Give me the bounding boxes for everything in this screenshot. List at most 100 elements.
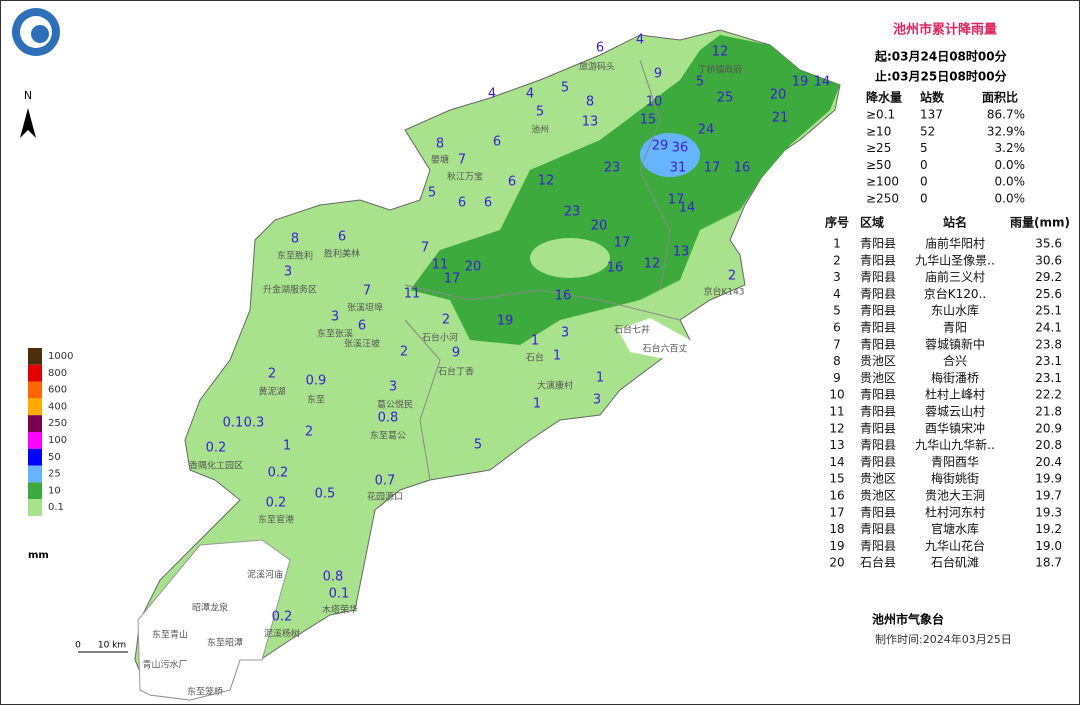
legend-swatch xyxy=(28,448,42,466)
station-value: 0.1 xyxy=(329,587,350,602)
stats-cell: 0 xyxy=(920,175,928,189)
ranking-cell: 九华山九华新.. xyxy=(915,437,995,452)
ranking-cell: 18.7 xyxy=(1035,556,1062,570)
station-value: 16 xyxy=(734,161,751,176)
station-value: 16 xyxy=(555,289,572,304)
ranking-cell: 青阳县 xyxy=(860,405,896,419)
ranking-cell: 3 xyxy=(833,270,841,284)
stats-cell: 0 xyxy=(920,158,928,172)
stats-header: 降水量 xyxy=(866,90,902,105)
station-value: 13 xyxy=(673,245,690,260)
station-value: 4 xyxy=(636,33,644,48)
legend-swatch xyxy=(28,482,42,500)
ranking-cell: 20.4 xyxy=(1035,455,1062,469)
ranking-cell: 青阳县 xyxy=(860,237,896,251)
station-value: 19 xyxy=(497,314,514,329)
ranking-cell: 酉华镇宋冲 xyxy=(925,420,985,435)
place-name: 昭潭龙泉 xyxy=(192,602,228,614)
stats-cell: 0.0% xyxy=(995,158,1026,172)
stats-cell: ≥100 xyxy=(866,175,899,189)
ranking-cell: 19.9 xyxy=(1035,472,1062,486)
legend-swatch xyxy=(28,432,42,449)
station-value: 25 xyxy=(717,91,734,106)
legend-swatch xyxy=(28,465,42,483)
rain-25-area xyxy=(640,133,700,177)
station-value: 36 xyxy=(672,141,689,156)
station-value: 1 xyxy=(531,334,539,349)
station-value: 0.7 xyxy=(375,474,396,489)
place-name: 泥溪杨树 xyxy=(264,628,300,640)
station-value: 3 xyxy=(593,393,601,408)
place-name: 张溪汪坡 xyxy=(344,338,380,350)
station-value: 0.8 xyxy=(323,570,344,585)
place-name: 东至 xyxy=(307,394,325,406)
legend-label: 600 xyxy=(48,385,67,396)
ranking-cell: 15 xyxy=(829,472,844,486)
ranking-header: 序号 xyxy=(825,215,849,230)
legend-label: 250 xyxy=(48,418,67,429)
legend-label: 1000 xyxy=(48,351,73,362)
dry-patch xyxy=(618,318,690,360)
place-name: 旅游码头 xyxy=(579,61,615,73)
start-time: 起:03月24日08时00分 xyxy=(874,49,1007,64)
station-value: 5 xyxy=(696,75,704,90)
place-name: 东至官港 xyxy=(258,514,294,526)
station-value: 19 xyxy=(792,75,809,90)
scale-zero: 0 xyxy=(75,641,81,651)
ranking-cell: 杜村河东村 xyxy=(925,504,985,519)
stats-cell: 86.7% xyxy=(987,108,1025,122)
scale-label: 10 km xyxy=(98,641,126,651)
stats-cell: 3.2% xyxy=(995,141,1026,155)
ranking-cell: 官塘水库 xyxy=(931,521,979,536)
station-value: 14 xyxy=(814,75,831,90)
station-value: 6 xyxy=(458,196,466,211)
footer-org: 池州市气象台 xyxy=(872,612,944,627)
legend-swatch xyxy=(28,499,42,516)
station-value: 14 xyxy=(679,201,696,216)
stats-cell: 32.9% xyxy=(987,124,1025,138)
county-lines xyxy=(404,59,681,481)
place-name: 池州 xyxy=(531,124,549,136)
ranking-cell: 合兴 xyxy=(943,353,967,368)
stats-cell: 5 xyxy=(920,141,928,155)
station-value: 15 xyxy=(640,113,657,128)
panel-title: 池州市累计降雨量 xyxy=(893,22,997,38)
ranking-cell: 梅街姚街 xyxy=(931,471,979,486)
station-value: 0.2 xyxy=(206,441,227,456)
station-value: 9 xyxy=(452,346,460,361)
station-value: 3 xyxy=(389,380,397,395)
ranking-cell: 青阳县 xyxy=(860,539,896,553)
ranking-cell: 24.1 xyxy=(1035,321,1062,335)
station-value: 0.3 xyxy=(244,416,265,431)
ranking-cell: 20 xyxy=(829,556,844,570)
ranking-cell: 7 xyxy=(833,337,841,351)
place-name: 木塔荣华 xyxy=(322,604,358,616)
station-value: 1 xyxy=(533,397,541,412)
station-value: 4 xyxy=(526,87,534,102)
station-value: 6 xyxy=(596,41,604,56)
stats-header: 面积比 xyxy=(982,90,1018,105)
place-name: 石台七井 xyxy=(614,324,650,336)
ranking-cell: 19.7 xyxy=(1035,489,1062,503)
station-value: 0.5 xyxy=(315,487,336,502)
ranking-cell: 11 xyxy=(829,405,844,419)
ranking-cell: 梅街潘桥 xyxy=(931,370,979,385)
station-value: 17 xyxy=(668,193,685,208)
station-value: 20 xyxy=(770,88,787,103)
station-value: 20 xyxy=(465,260,482,275)
place-name: 张溪坦埠 xyxy=(347,302,383,314)
stats-cell: ≥10 xyxy=(866,124,891,138)
ranking-cell: 贵池大王洞 xyxy=(925,489,985,503)
station-value: 2 xyxy=(400,345,408,360)
place-name: 京台K143 xyxy=(703,286,744,298)
ranking-cell: 19.0 xyxy=(1035,539,1062,553)
place-name: 东至笼桥 xyxy=(187,686,223,698)
station-value: 17 xyxy=(444,272,461,287)
ranking-cell: 贵池区 xyxy=(860,371,896,385)
ranking-cell: 九华山花台 xyxy=(925,538,985,553)
ranking-cell: 20.8 xyxy=(1035,438,1062,452)
ranking-cell: 东山水库 xyxy=(931,303,979,318)
station-value: 1 xyxy=(283,439,291,454)
legend-swatch xyxy=(28,348,42,365)
north-arrow xyxy=(20,108,36,138)
